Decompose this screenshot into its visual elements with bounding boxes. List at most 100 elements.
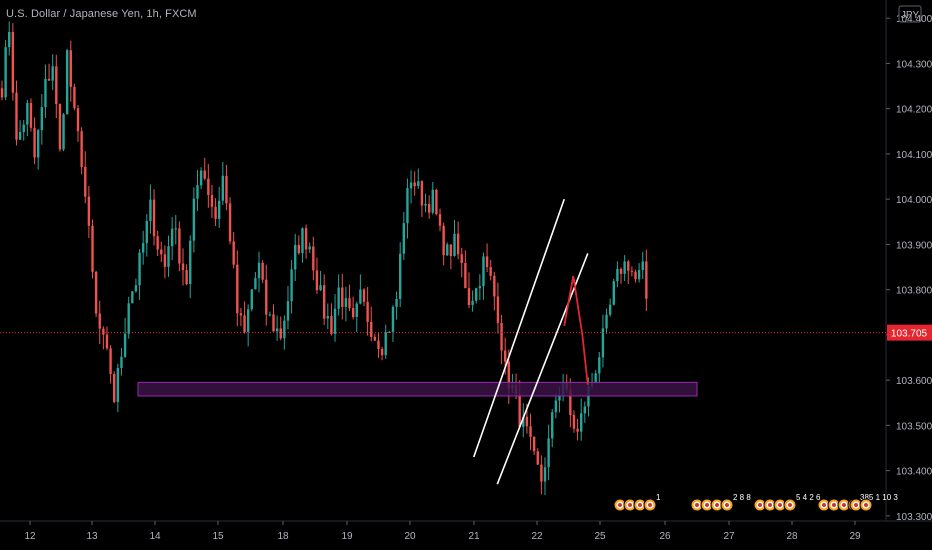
candle bbox=[630, 266, 634, 277]
candle bbox=[489, 259, 492, 281]
candle bbox=[500, 314, 503, 365]
candle bbox=[348, 284, 351, 312]
y-tick-label: 103.600 bbox=[896, 376, 932, 387]
candle bbox=[73, 83, 76, 111]
candle bbox=[446, 242, 449, 257]
candle bbox=[138, 248, 141, 300]
candle bbox=[272, 304, 275, 332]
candles bbox=[0, 21, 648, 495]
candle bbox=[268, 311, 272, 317]
candle bbox=[438, 208, 442, 232]
candle bbox=[424, 193, 427, 213]
y-tick-label: 104.300 bbox=[896, 59, 932, 70]
candle bbox=[210, 184, 214, 219]
candle bbox=[149, 184, 152, 234]
candle bbox=[554, 393, 558, 419]
candle bbox=[80, 127, 83, 175]
candle bbox=[185, 264, 188, 286]
candle bbox=[391, 305, 395, 342]
candle bbox=[380, 346, 384, 361]
projection-path bbox=[563, 275, 589, 385]
candle bbox=[55, 54, 58, 119]
candle bbox=[619, 267, 623, 284]
candle bbox=[572, 410, 576, 433]
candle bbox=[170, 217, 174, 261]
candle bbox=[522, 403, 525, 438]
candle bbox=[58, 103, 62, 152]
candle bbox=[366, 286, 369, 336]
x-tick-label: 12 bbox=[24, 531, 36, 542]
candle bbox=[33, 117, 36, 165]
candle bbox=[232, 232, 235, 269]
candle bbox=[181, 248, 185, 286]
candle bbox=[485, 243, 489, 273]
candle bbox=[532, 436, 536, 455]
candle bbox=[326, 303, 329, 330]
candle bbox=[297, 235, 301, 255]
candle bbox=[627, 259, 630, 285]
candle bbox=[540, 455, 543, 495]
candle bbox=[333, 294, 337, 342]
candle bbox=[580, 398, 583, 441]
candle bbox=[84, 151, 87, 204]
candle bbox=[362, 288, 366, 306]
y-tick-label: 104.100 bbox=[896, 150, 932, 161]
chart-title: U.S. Dollar / Japanese Yen, 1h, FXCM bbox=[6, 8, 197, 20]
candle bbox=[116, 363, 120, 413]
candle bbox=[123, 317, 127, 358]
candle bbox=[427, 195, 431, 219]
candle bbox=[634, 269, 637, 283]
candle bbox=[192, 187, 196, 253]
candle bbox=[113, 371, 116, 404]
candle bbox=[319, 270, 322, 291]
candle bbox=[312, 236, 315, 281]
candle bbox=[359, 274, 362, 305]
candle bbox=[594, 370, 597, 384]
candle bbox=[344, 286, 348, 322]
candle bbox=[460, 247, 463, 278]
candle bbox=[478, 274, 482, 301]
candle bbox=[355, 301, 358, 333]
x-tick-label: 14 bbox=[149, 531, 161, 542]
candle bbox=[616, 261, 619, 288]
candle bbox=[221, 161, 225, 205]
x-tick-label: 25 bbox=[594, 531, 606, 542]
candle bbox=[178, 221, 181, 272]
candle bbox=[417, 168, 420, 189]
candle bbox=[471, 290, 474, 312]
candle bbox=[529, 413, 532, 450]
candle bbox=[406, 178, 409, 239]
candle bbox=[551, 408, 554, 448]
candle bbox=[576, 419, 579, 441]
candle bbox=[40, 94, 44, 145]
currency-badge: JPY bbox=[898, 5, 922, 23]
candle bbox=[207, 164, 210, 208]
candle bbox=[203, 157, 206, 181]
candle bbox=[120, 347, 123, 376]
candle bbox=[601, 314, 605, 368]
candle bbox=[279, 316, 282, 341]
candle bbox=[254, 271, 257, 290]
svg-text:1: 1 bbox=[656, 493, 661, 502]
candle bbox=[641, 251, 644, 280]
candle bbox=[152, 189, 156, 246]
candle bbox=[189, 235, 192, 299]
candle bbox=[105, 326, 109, 351]
candle bbox=[127, 296, 130, 339]
candle bbox=[4, 40, 7, 100]
candle bbox=[257, 251, 261, 293]
candle bbox=[11, 23, 15, 101]
candle bbox=[467, 272, 471, 309]
candle bbox=[87, 185, 91, 239]
x-tick-label: 28 bbox=[786, 531, 798, 542]
event-badge: 5 4 2 6 bbox=[753, 493, 821, 512]
candle bbox=[373, 333, 377, 342]
event-badge: 1 bbox=[613, 493, 661, 512]
svg-text:385 1 10 3: 385 1 10 3 bbox=[860, 493, 898, 502]
candle bbox=[547, 424, 550, 481]
x-tick-label: 19 bbox=[341, 531, 353, 542]
candle bbox=[612, 278, 615, 306]
candle bbox=[286, 286, 290, 330]
candle bbox=[228, 197, 232, 245]
